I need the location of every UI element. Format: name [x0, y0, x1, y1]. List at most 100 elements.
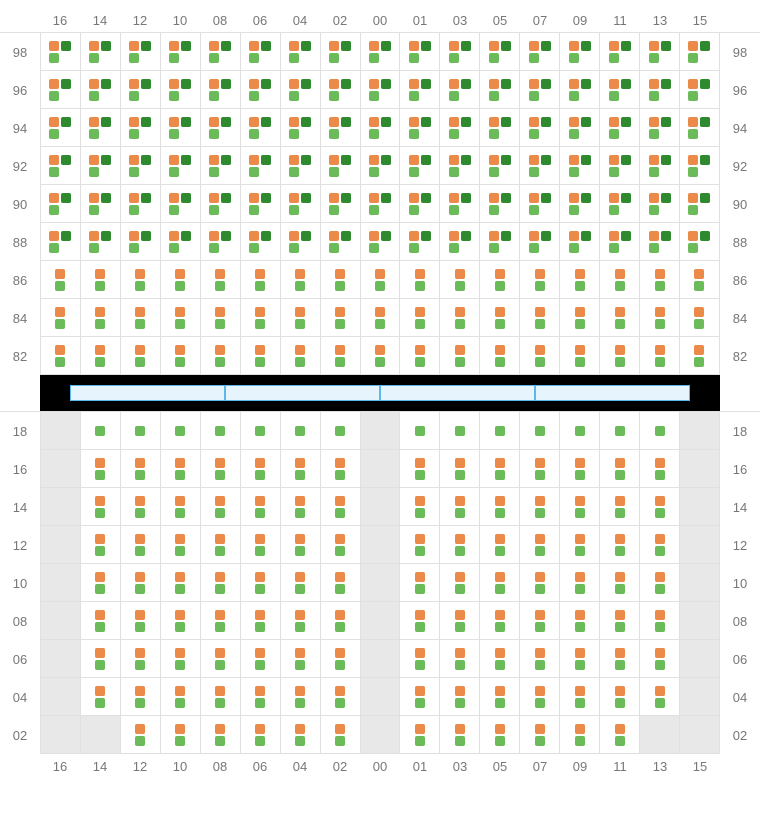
seat[interactable]: [335, 584, 345, 594]
seat[interactable]: [449, 193, 459, 203]
seat[interactable]: [409, 231, 419, 241]
seat[interactable]: [341, 193, 351, 203]
seat[interactable]: [495, 736, 505, 746]
seat[interactable]: [609, 53, 619, 63]
seat[interactable]: [209, 41, 219, 51]
seat[interactable]: [615, 584, 625, 594]
seat[interactable]: [95, 496, 105, 506]
seat[interactable]: [694, 269, 704, 279]
seat[interactable]: [135, 660, 145, 670]
seat[interactable]: [95, 648, 105, 658]
seat[interactable]: [181, 117, 191, 127]
seat[interactable]: [129, 53, 139, 63]
seat[interactable]: [135, 319, 145, 329]
seat[interactable]: [501, 193, 511, 203]
seat[interactable]: [295, 269, 305, 279]
seat[interactable]: [575, 584, 585, 594]
seat[interactable]: [209, 91, 219, 101]
seat[interactable]: [175, 724, 185, 734]
seat[interactable]: [655, 622, 665, 632]
seat[interactable]: [135, 281, 145, 291]
seat[interactable]: [575, 508, 585, 518]
seat[interactable]: [655, 319, 665, 329]
seat[interactable]: [529, 41, 539, 51]
seat[interactable]: [489, 91, 499, 101]
seat[interactable]: [129, 243, 139, 253]
seat[interactable]: [569, 41, 579, 51]
seat[interactable]: [615, 622, 625, 632]
seat[interactable]: [95, 686, 105, 696]
seat[interactable]: [535, 546, 545, 556]
seat[interactable]: [129, 231, 139, 241]
seat[interactable]: [335, 496, 345, 506]
seat[interactable]: [295, 610, 305, 620]
seat[interactable]: [655, 345, 665, 355]
seat[interactable]: [141, 41, 151, 51]
seat[interactable]: [255, 470, 265, 480]
seat[interactable]: [221, 231, 231, 241]
seat[interactable]: [529, 193, 539, 203]
seat[interactable]: [529, 117, 539, 127]
seat[interactable]: [335, 319, 345, 329]
seat[interactable]: [255, 546, 265, 556]
seat[interactable]: [175, 319, 185, 329]
seat[interactable]: [615, 698, 625, 708]
seat[interactable]: [175, 426, 185, 436]
seat[interactable]: [421, 193, 431, 203]
seat[interactable]: [181, 193, 191, 203]
seat[interactable]: [215, 319, 225, 329]
seat[interactable]: [61, 155, 71, 165]
seat[interactable]: [49, 53, 59, 63]
seat[interactable]: [649, 91, 659, 101]
seat[interactable]: [209, 117, 219, 127]
seat[interactable]: [295, 496, 305, 506]
seat[interactable]: [615, 496, 625, 506]
seat[interactable]: [335, 572, 345, 582]
seat[interactable]: [301, 117, 311, 127]
seat[interactable]: [169, 129, 179, 139]
seat[interactable]: [369, 79, 379, 89]
seat[interactable]: [415, 307, 425, 317]
seat[interactable]: [455, 470, 465, 480]
seat[interactable]: [449, 53, 459, 63]
seat[interactable]: [661, 117, 671, 127]
seat[interactable]: [415, 426, 425, 436]
seat[interactable]: [495, 648, 505, 658]
seat[interactable]: [375, 319, 385, 329]
seat[interactable]: [249, 243, 259, 253]
seat[interactable]: [688, 231, 698, 241]
seat[interactable]: [289, 129, 299, 139]
seat[interactable]: [129, 79, 139, 89]
seat[interactable]: [569, 53, 579, 63]
seat[interactable]: [569, 129, 579, 139]
seat[interactable]: [569, 243, 579, 253]
seat[interactable]: [415, 319, 425, 329]
seat[interactable]: [569, 91, 579, 101]
seat[interactable]: [369, 91, 379, 101]
seat[interactable]: [335, 648, 345, 658]
seat[interactable]: [181, 79, 191, 89]
seat[interactable]: [255, 736, 265, 746]
seat[interactable]: [209, 231, 219, 241]
seat[interactable]: [221, 155, 231, 165]
seat[interactable]: [409, 117, 419, 127]
seat[interactable]: [489, 79, 499, 89]
seat[interactable]: [369, 155, 379, 165]
seat[interactable]: [621, 155, 631, 165]
seat[interactable]: [135, 426, 145, 436]
seat[interactable]: [541, 79, 551, 89]
seat[interactable]: [55, 269, 65, 279]
seat[interactable]: [655, 698, 665, 708]
seat[interactable]: [615, 610, 625, 620]
seat[interactable]: [535, 648, 545, 658]
seat[interactable]: [95, 698, 105, 708]
seat[interactable]: [688, 155, 698, 165]
seat[interactable]: [175, 660, 185, 670]
seat[interactable]: [655, 610, 665, 620]
seat[interactable]: [289, 79, 299, 89]
seat[interactable]: [289, 231, 299, 241]
seat[interactable]: [489, 117, 499, 127]
seat[interactable]: [249, 155, 259, 165]
seat[interactable]: [129, 193, 139, 203]
seat[interactable]: [409, 79, 419, 89]
